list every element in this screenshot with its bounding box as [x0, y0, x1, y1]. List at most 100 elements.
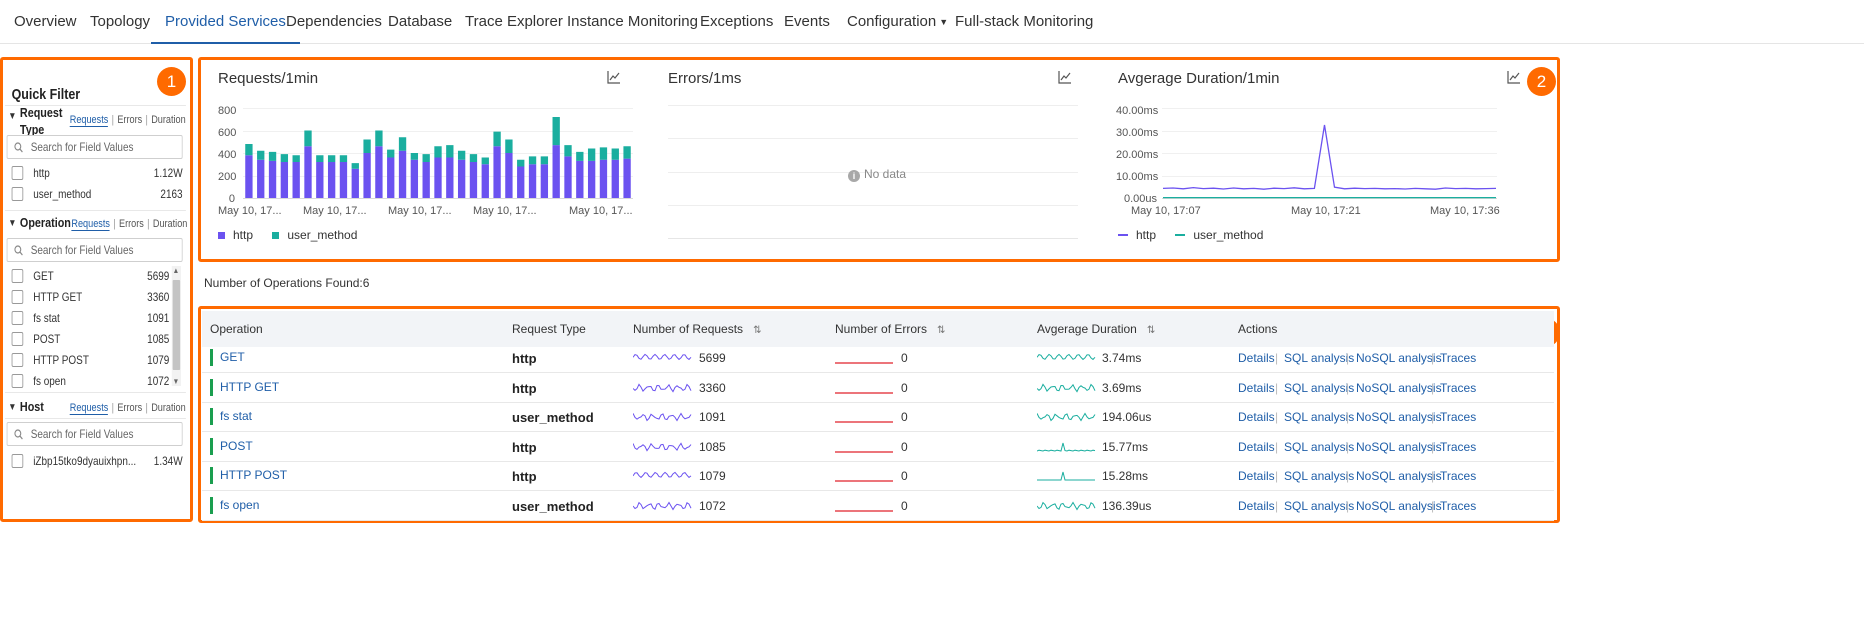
line-chart-icon[interactable]: [607, 70, 621, 84]
operation-link[interactable]: fs stat: [210, 408, 252, 425]
duration-y-tick: 10.00ms: [1116, 171, 1159, 183]
scroll-down-icon[interactable]: ▼: [172, 377, 180, 386]
filter-item[interactable]: fs stat 1091: [11, 306, 170, 330]
scroll-up-icon[interactable]: ▲: [172, 266, 180, 275]
bar-http: [623, 158, 631, 198]
nosql-analysis-link[interactable]: NoSQL analysis: [1356, 440, 1442, 454]
mini-tab-requests[interactable]: Requests: [69, 402, 109, 415]
traces-link[interactable]: Traces: [1440, 440, 1477, 454]
tab-full-stack-monitoring[interactable]: Full-stack Monitoring: [955, 13, 1094, 30]
caret-down-icon: ▼: [939, 17, 949, 27]
mini-tab-requests[interactable]: Requests: [69, 114, 109, 127]
operation-search-input[interactable]: [30, 242, 176, 258]
details-link[interactable]: Details: [1238, 440, 1275, 454]
tab-dependencies[interactable]: Dependencies: [286, 13, 382, 30]
checkbox[interactable]: [11, 332, 24, 346]
tab-database[interactable]: Database: [388, 13, 453, 30]
operation-search[interactable]: [6, 238, 183, 262]
tab-provided-services[interactable]: Provided Services: [151, 0, 300, 44]
filter-item[interactable]: iZbp15tko9dyauixhpn... 1.34W: [11, 449, 183, 473]
traces-link[interactable]: Traces: [1440, 499, 1477, 513]
line-chart-icon[interactable]: [1058, 70, 1072, 84]
operation-link[interactable]: HTTP GET: [210, 379, 279, 396]
sparkline-path: [1037, 353, 1096, 361]
header-number-of-requests[interactable]: Number of Requests ⇅: [633, 322, 761, 336]
nosql-analysis-link[interactable]: NoSQL analysis: [1356, 381, 1442, 395]
host-search[interactable]: [6, 422, 183, 446]
tab-configuration[interactable]: Configuration ▼: [847, 0, 948, 44]
mini-tab-duration[interactable]: Duration: [152, 218, 188, 230]
mini-tab-duration[interactable]: Duration: [151, 402, 186, 414]
scrollbar-thumb[interactable]: [172, 280, 181, 370]
traces-link[interactable]: Traces: [1440, 469, 1477, 483]
tab-instance-monitoring[interactable]: Instance Monitoring: [567, 13, 698, 30]
divider: |: [1275, 351, 1279, 365]
tab-topology[interactable]: Topology: [90, 13, 151, 30]
duration-x-tick: May 10, 17:36: [1430, 205, 1500, 217]
bar-http: [599, 159, 608, 198]
filter-item[interactable]: HTTP POST 1079: [11, 348, 170, 372]
operation-link[interactable]: GET: [210, 349, 245, 366]
chevron-down-icon[interactable]: ▼: [8, 218, 17, 229]
divider: [4, 392, 186, 393]
sort-icon[interactable]: ⇅: [753, 325, 762, 336]
checkbox[interactable]: [11, 374, 24, 388]
header-average-duration[interactable]: Avgerage Duration ⇅: [1037, 322, 1155, 336]
tab-trace-explorer[interactable]: Trace Explorer: [465, 13, 563, 30]
sql-analysis-link[interactable]: SQL analysis: [1284, 381, 1355, 395]
nosql-analysis-link[interactable]: NoSQL analysis: [1356, 410, 1442, 424]
header-number-of-errors[interactable]: Number of Errors ⇅: [835, 322, 945, 336]
line-chart-icon[interactable]: [1507, 70, 1521, 84]
tab-overview[interactable]: Overview: [14, 13, 77, 30]
nosql-analysis-link[interactable]: NoSQL analysis: [1356, 469, 1442, 483]
operation-link[interactable]: HTTP POST: [210, 467, 287, 484]
details-link[interactable]: Details: [1238, 499, 1275, 513]
checkbox[interactable]: [11, 454, 24, 468]
filter-item[interactable]: fs open 1072: [11, 369, 170, 393]
tab-events[interactable]: Events: [784, 13, 830, 30]
request-type-search[interactable]: [6, 135, 183, 159]
chevron-down-icon[interactable]: ▼: [8, 111, 17, 122]
checkbox[interactable]: [11, 166, 24, 180]
details-link[interactable]: Details: [1238, 410, 1275, 424]
traces-link[interactable]: Traces: [1440, 381, 1477, 395]
traces-link[interactable]: Traces: [1440, 410, 1477, 424]
operation-link[interactable]: fs open: [210, 497, 259, 514]
checkbox[interactable]: [11, 290, 24, 304]
details-link[interactable]: Details: [1238, 381, 1275, 395]
sort-icon[interactable]: ⇅: [937, 325, 946, 336]
checkbox[interactable]: [11, 269, 24, 283]
details-link[interactable]: Details: [1238, 351, 1275, 365]
checkbox[interactable]: [11, 187, 24, 201]
sql-analysis-link[interactable]: SQL analysis: [1284, 410, 1355, 424]
checkbox[interactable]: [11, 311, 24, 325]
mini-tab-errors[interactable]: Errors: [117, 402, 143, 414]
sql-analysis-link[interactable]: SQL analysis: [1284, 440, 1355, 454]
mini-tab-errors[interactable]: Errors: [118, 218, 144, 230]
mini-tab-errors[interactable]: Errors: [117, 114, 143, 126]
operation-list-scrollbar[interactable]: ▲ ▼: [171, 266, 181, 386]
operation-link[interactable]: POST: [210, 438, 253, 455]
sql-analysis-link[interactable]: SQL analysis: [1284, 351, 1355, 365]
bar-http: [351, 168, 359, 198]
sql-analysis-link[interactable]: SQL analysis: [1284, 469, 1355, 483]
nosql-analysis-link[interactable]: NoSQL analysis: [1356, 499, 1442, 513]
details-link[interactable]: Details: [1238, 469, 1275, 483]
host-search-input[interactable]: [30, 426, 176, 442]
chevron-down-icon[interactable]: ▼: [8, 402, 17, 413]
request-type-search-input[interactable]: [30, 139, 176, 155]
nosql-analysis-link[interactable]: NoSQL analysis: [1356, 351, 1442, 365]
sql-analysis-link[interactable]: SQL analysis: [1284, 499, 1355, 513]
filter-item[interactable]: GET 5699: [11, 264, 170, 288]
filter-item[interactable]: http 1.12W: [11, 161, 183, 185]
filter-item[interactable]: user_method 2163: [11, 182, 183, 206]
filter-item[interactable]: POST 1085: [11, 327, 170, 351]
checkbox[interactable]: [11, 353, 24, 367]
sort-icon[interactable]: ⇅: [1146, 325, 1156, 336]
mini-tab-duration[interactable]: Duration: [151, 114, 186, 126]
divider: |: [1275, 499, 1279, 513]
filter-item[interactable]: HTTP GET 3360: [11, 285, 170, 309]
traces-link[interactable]: Traces: [1440, 351, 1477, 365]
mini-tab-requests[interactable]: Requests: [71, 218, 110, 231]
tab-exceptions[interactable]: Exceptions: [700, 13, 774, 30]
